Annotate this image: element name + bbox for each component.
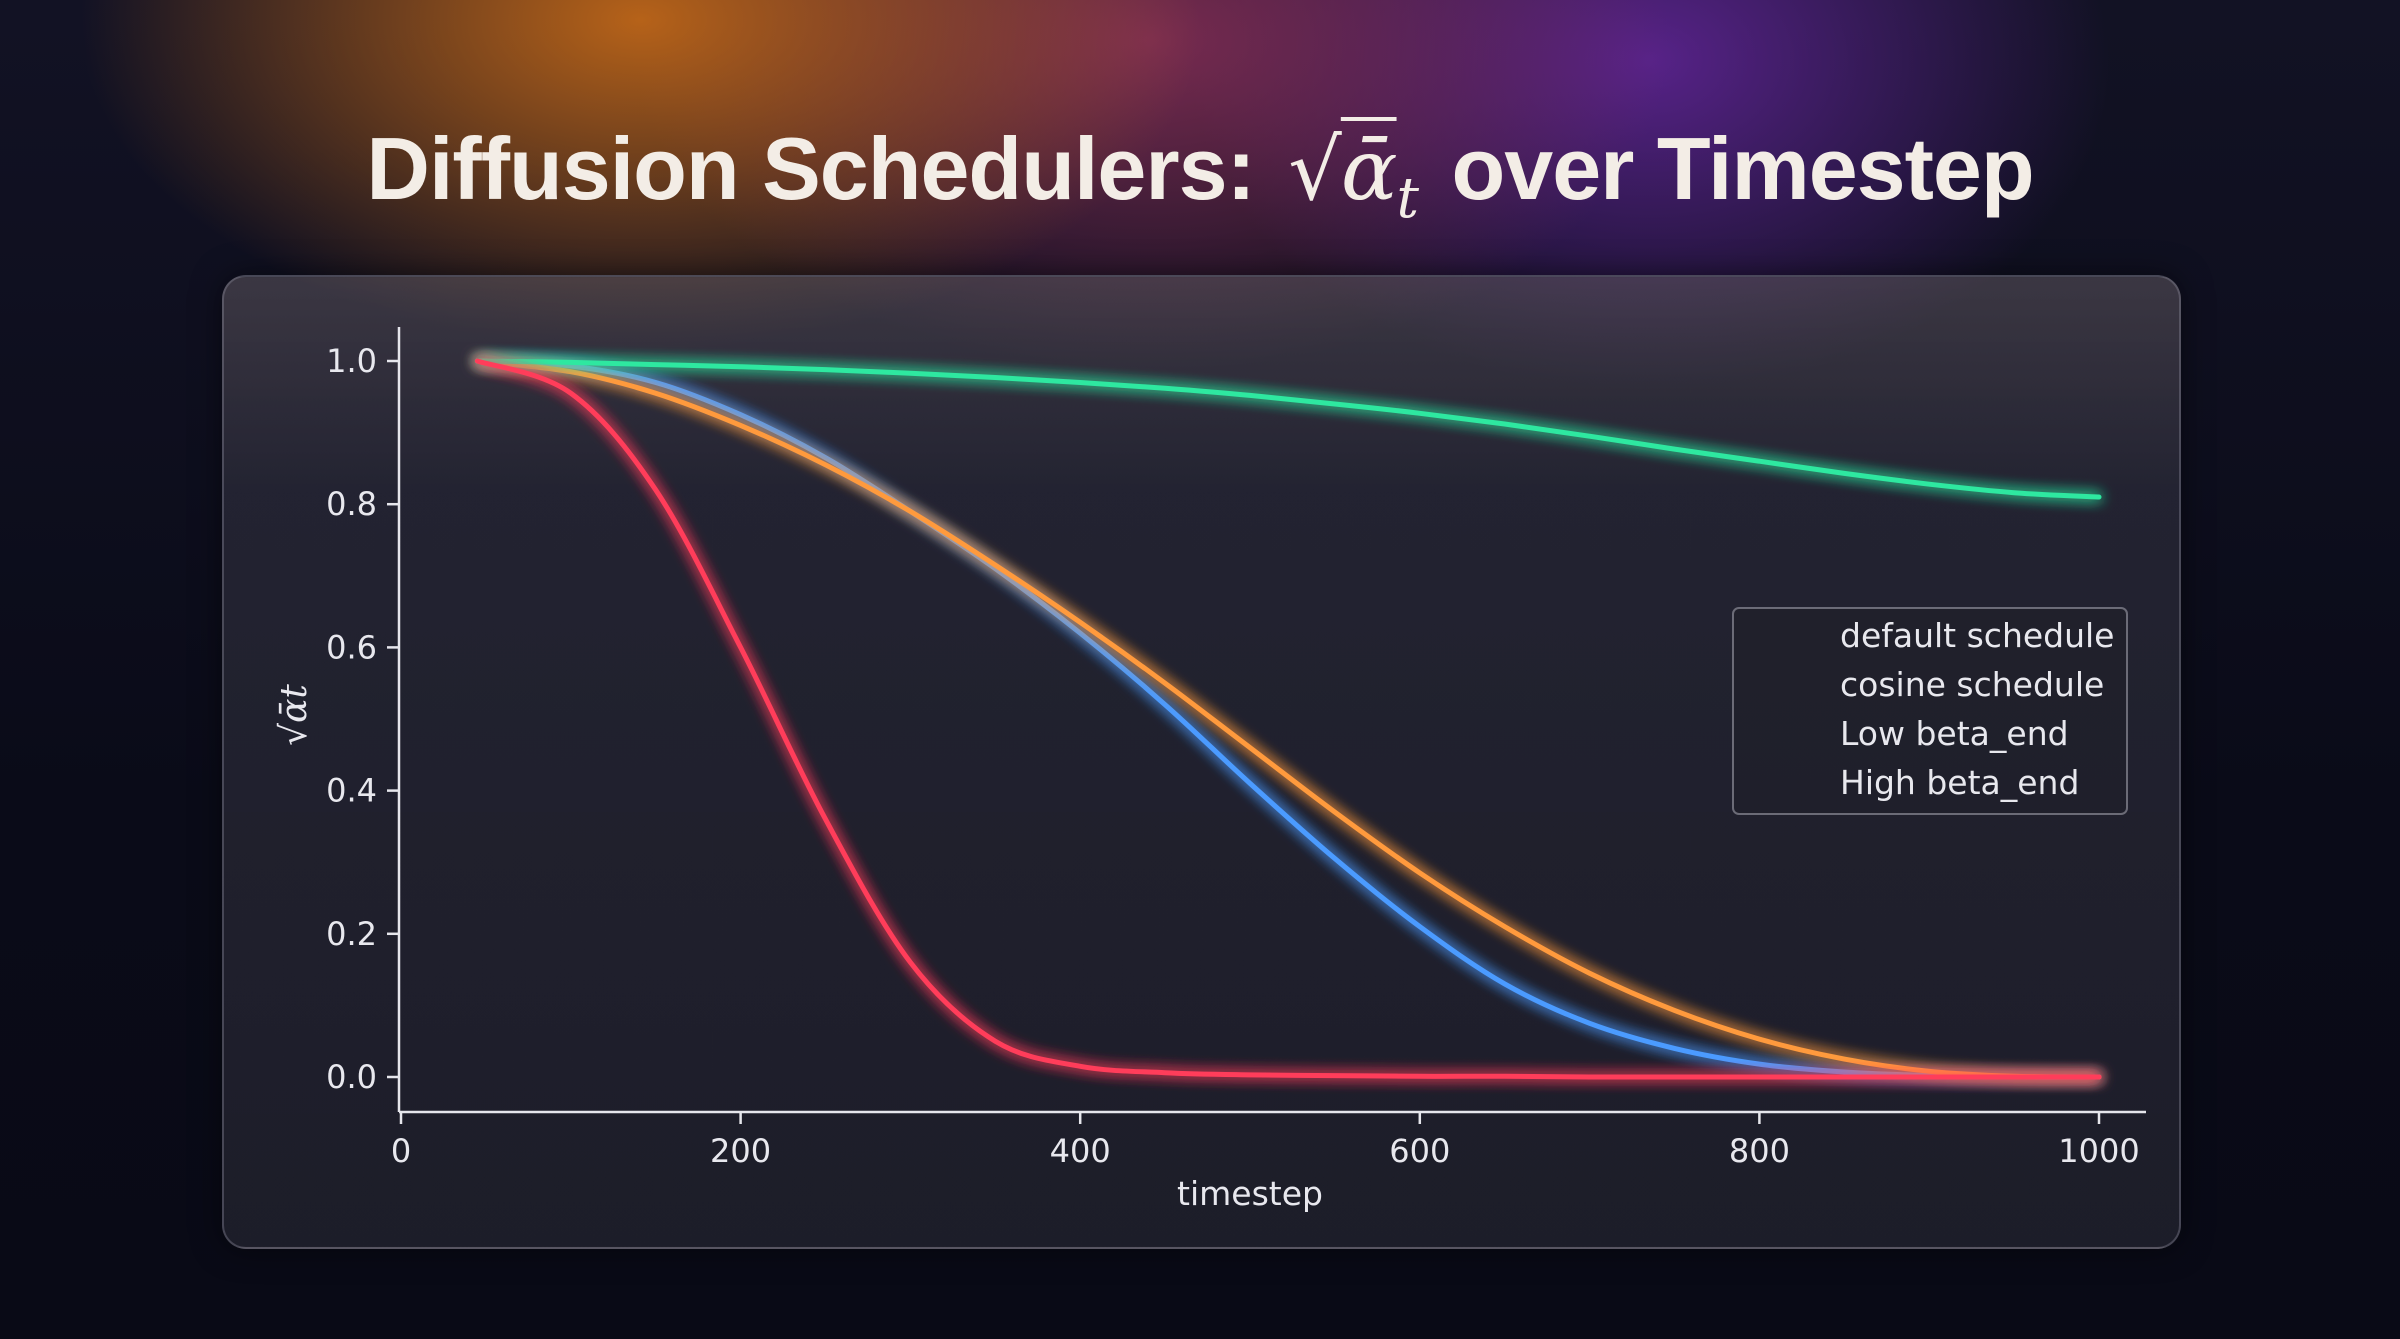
title-text-after: over Timestep <box>1451 119 2035 218</box>
series-line-default-schedule <box>474 358 2102 1080</box>
legend-box <box>1732 607 2128 815</box>
y-tick-label: 0.2 <box>326 915 377 953</box>
x-tick-label: 600 <box>1389 1132 1450 1170</box>
plot-lines <box>474 358 2102 1080</box>
x-tick-label: 0 <box>391 1132 411 1170</box>
legend-label: Low beta_end <box>1840 714 2069 753</box>
x-tick-label: 400 <box>1050 1132 1111 1170</box>
series-line-high-beta-end <box>474 358 2102 1080</box>
axes: 0 200 400 600 800 1000 0.0 0.2 0.4 0.6 0.8 1.0 times… <box>274 327 2146 1213</box>
legend-label: cosine schedule <box>1840 665 2104 704</box>
legend-label: default schedule <box>1840 616 2115 655</box>
page-title: Diffusion Schedulers: √ᾱt over Timestep <box>0 118 2400 231</box>
title-math: √ᾱt <box>1288 121 1419 231</box>
x-tick-label: 1000 <box>2058 1132 2139 1170</box>
x-axis-label: timestep <box>1177 1174 1323 1213</box>
legend-label: High beta_end <box>1840 763 2079 802</box>
series-line-cosine-schedule <box>474 358 2102 1080</box>
title-math-var: ᾱ <box>1340 121 1398 219</box>
y-axis-label: √ᾱt <box>274 684 315 746</box>
title-math-sub: t <box>1396 165 1419 231</box>
legend: default schedule cosine schedule Low beta_… <box>1732 607 2128 815</box>
title-math-radical: √ <box>1288 121 1342 219</box>
x-tick-label: 800 <box>1729 1132 1790 1170</box>
title-text-before: Diffusion Schedulers: <box>366 119 1255 218</box>
y-tick-label: 1.0 <box>326 342 377 380</box>
y-tick-label: 0.0 <box>326 1058 377 1096</box>
x-tick-label: 200 <box>710 1132 771 1170</box>
y-tick-label: 0.8 <box>326 485 377 523</box>
y-tick-label: 0.4 <box>326 772 377 810</box>
series-line-low-beta-end <box>474 358 2102 500</box>
y-tick-label: 0.6 <box>326 628 377 666</box>
